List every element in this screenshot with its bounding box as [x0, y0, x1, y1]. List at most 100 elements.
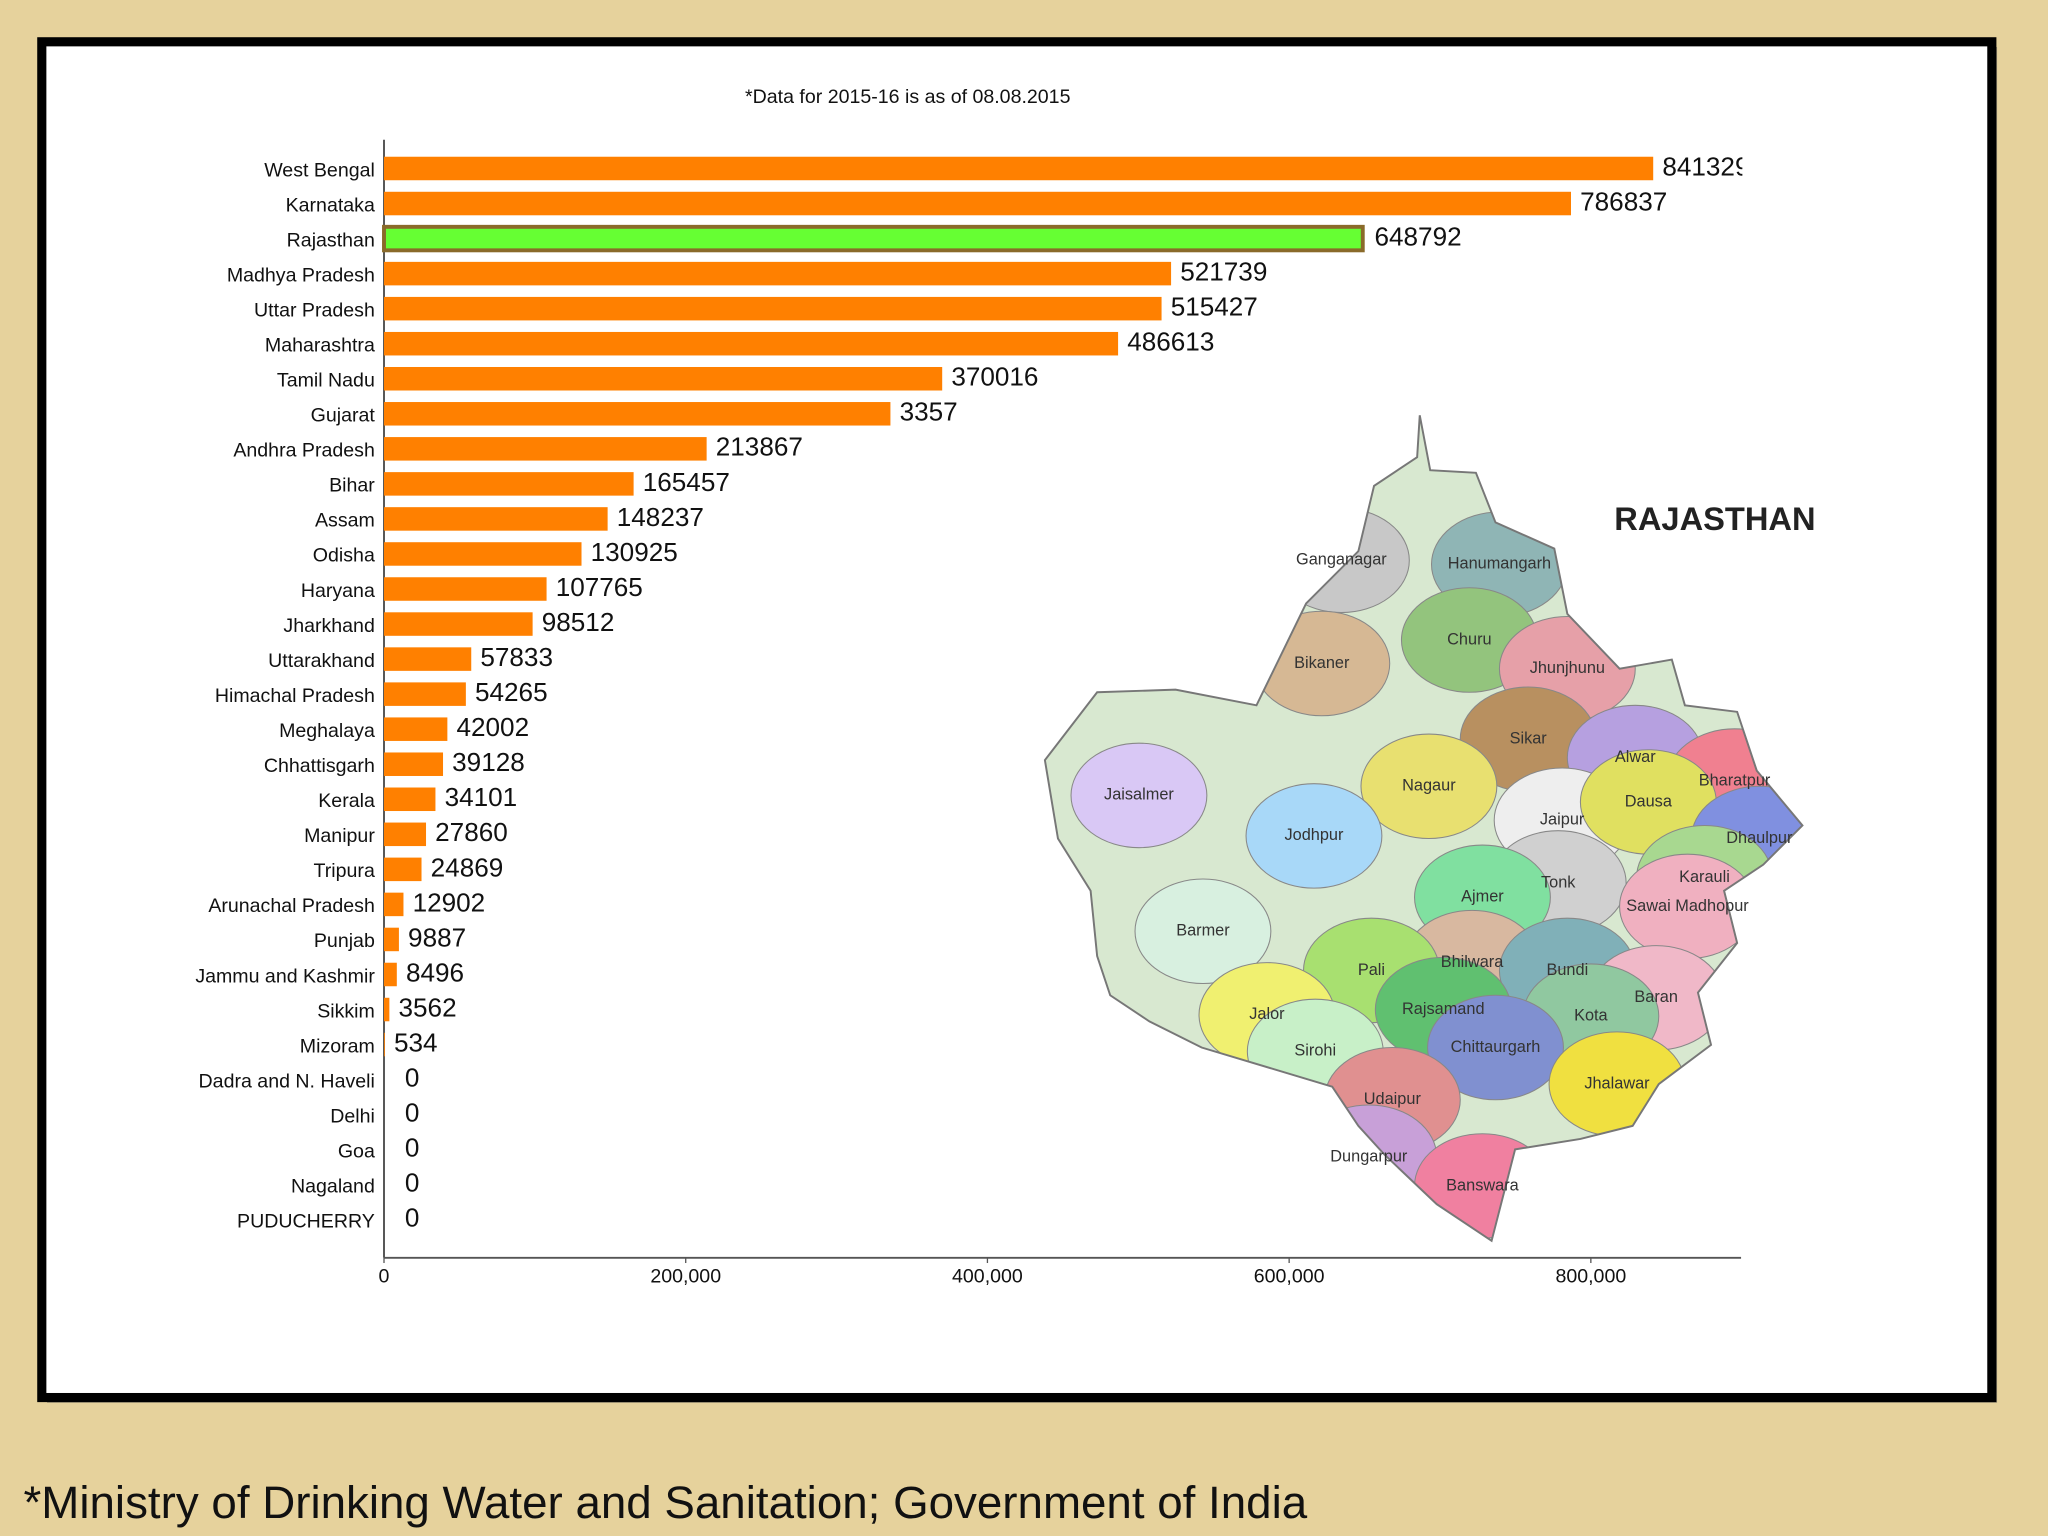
value-label: 107765: [556, 572, 643, 602]
value-label: 213867: [716, 432, 803, 462]
bar: [384, 717, 448, 741]
x-tick-label: 600,000: [1254, 1266, 1325, 1288]
district-label: Ajmer: [1461, 888, 1504, 906]
district-label: Bikaner: [1294, 654, 1350, 672]
y-tick-label: Assam: [315, 510, 375, 532]
value-label: 370016: [951, 362, 1038, 392]
district-label: Ganganagar: [1296, 551, 1387, 569]
y-tick-label: Jharkhand: [283, 615, 374, 637]
value-label: 0: [405, 1098, 420, 1128]
bar: [384, 752, 444, 776]
value-label: 3562: [399, 992, 457, 1022]
y-tick-label: PUDUCHERRY: [237, 1211, 375, 1233]
value-label: 0: [405, 1063, 420, 1093]
x-tick-label: 0: [379, 1266, 390, 1288]
y-tick-label: Rajasthan: [287, 229, 375, 251]
y-tick-label: Gujarat: [311, 405, 376, 427]
value-label: 0: [405, 1203, 420, 1233]
value-label: 165457: [643, 467, 730, 497]
district-label: Sirohi: [1294, 1042, 1336, 1060]
district-label: Jalor: [1249, 1005, 1285, 1023]
y-tick-label: Sikkim: [317, 1000, 375, 1022]
bar: [384, 577, 547, 601]
bar: [384, 927, 399, 952]
bar: [384, 437, 707, 461]
district-region: [1134, 878, 1272, 985]
y-tick-label: Chhattisgarh: [264, 755, 375, 777]
district-label: Alwar: [1615, 748, 1656, 766]
value-label: 486613: [1127, 327, 1214, 357]
y-tick-label: Andhra Pradesh: [233, 440, 375, 462]
district-label: Chittaurgarh: [1451, 1038, 1541, 1056]
y-tick-label: Mizoram: [300, 1035, 375, 1057]
bar: [384, 296, 1162, 321]
district-label: Bhilwara: [1441, 953, 1504, 971]
y-tick-label: Uttar Pradesh: [254, 299, 375, 321]
y-tick-label: Tripura: [314, 860, 375, 882]
district-label: Jaipur: [1540, 811, 1585, 829]
district-label: Dhaulpur: [1726, 829, 1793, 847]
value-label: 148237: [617, 502, 704, 532]
bar: [384, 156, 1654, 181]
bar: [384, 542, 582, 566]
y-tick-label: Dadra and N. Haveli: [199, 1070, 375, 1092]
y-tick-label: Manipur: [304, 825, 375, 847]
district-label: Karauli: [1679, 868, 1730, 886]
value-label: 54265: [475, 677, 548, 707]
district-label: Jodhpur: [1284, 826, 1344, 844]
district-region: [1360, 733, 1498, 840]
x-tick-label: 800,000: [1555, 1266, 1626, 1288]
value-label: 3357: [900, 397, 958, 427]
value-label: 521739: [1180, 257, 1267, 287]
map-title: RAJASTHAN: [1614, 500, 1815, 537]
y-tick-label: Himachal Pradesh: [215, 685, 375, 707]
map-outline: [1043, 415, 1804, 1243]
district-label: Udaipur: [1364, 1090, 1422, 1108]
district-label: Sawai Madhopur: [1626, 897, 1749, 915]
chart-subtitle: *Data for 2015-16 is as of 08.08.2015: [745, 86, 1071, 108]
district-region: [1245, 783, 1383, 889]
value-label: 34101: [445, 782, 518, 812]
district-label: Jhalawar: [1584, 1074, 1650, 1092]
bar: [384, 787, 436, 812]
value-label: 8496: [406, 957, 464, 987]
bar: [382, 224, 1365, 253]
district-label: Churu: [1447, 630, 1491, 648]
district-label: Barmer: [1176, 922, 1230, 940]
district-region: [1427, 994, 1564, 1101]
value-label: 648792: [1375, 221, 1462, 251]
bar: [384, 682, 466, 706]
value-labels: 841329 786837 648792 521739 515427 486613 3700…: [394, 151, 1742, 1233]
bar-chart: 0 200,000 400,000 600,000 800,000 841329 78683…: [195, 139, 1742, 1288]
y-tick-label: Bihar: [329, 475, 375, 497]
bar: [384, 472, 634, 496]
bar: [384, 857, 422, 882]
value-label: 0: [405, 1168, 420, 1198]
y-tick-label: Uttarakhand: [268, 650, 375, 672]
district-label: Dungarpur: [1330, 1148, 1408, 1166]
district-label: Pali: [1358, 961, 1385, 979]
value-label: 57833: [480, 642, 553, 672]
bar: [384, 366, 943, 391]
y-tick-label: Tamil Nadu: [277, 370, 375, 392]
value-label: 786837: [1580, 186, 1667, 216]
district-label: Tonk: [1541, 873, 1576, 891]
value-label: 130925: [591, 537, 678, 567]
y-tick-label: Haryana: [301, 580, 375, 602]
value-label: 39128: [452, 747, 525, 777]
district-label: Sikar: [1510, 730, 1548, 748]
y-tick-label: Delhi: [330, 1105, 375, 1127]
x-tick-label: 200,000: [650, 1266, 721, 1288]
bar: [384, 997, 390, 1022]
y-tick-label: Meghalaya: [279, 720, 375, 742]
y-tick-label: West Bengal: [264, 159, 375, 181]
value-label: 0: [405, 1133, 420, 1163]
value-label: 515427: [1171, 292, 1258, 322]
district-label: Banswara: [1446, 1176, 1519, 1194]
y-tick-label: Nagaland: [291, 1176, 375, 1198]
y-tick-label: Punjab: [314, 930, 375, 952]
bar: [384, 647, 472, 671]
district-label: Hanumangarh: [1448, 555, 1551, 573]
